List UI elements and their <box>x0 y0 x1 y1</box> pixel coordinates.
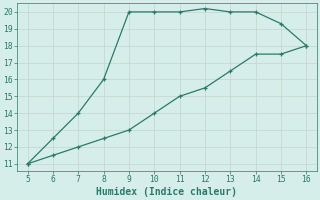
X-axis label: Humidex (Indice chaleur): Humidex (Indice chaleur) <box>96 186 237 197</box>
